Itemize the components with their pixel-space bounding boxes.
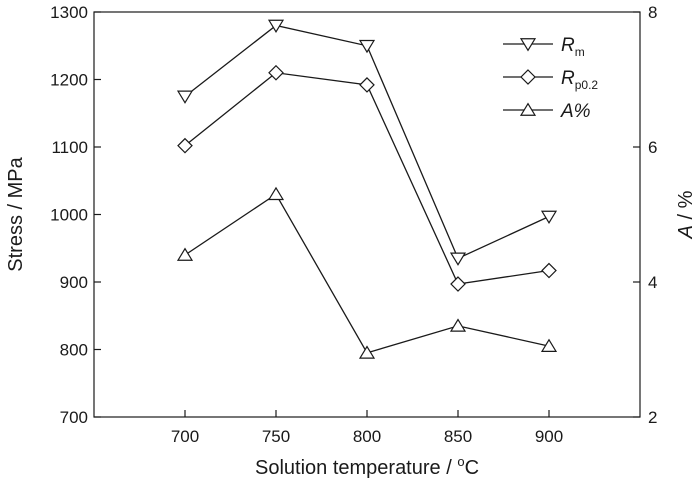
legend-label: Rm <box>561 35 585 59</box>
x-axis-title: Solution temperature / oC <box>255 454 479 479</box>
legend-item: Rm <box>503 35 585 59</box>
y-right-tick-label: 6 <box>648 138 657 157</box>
x-tick-label: 750 <box>262 427 290 446</box>
data-point <box>358 39 376 54</box>
legend-item: Rp0.2 <box>503 68 598 92</box>
data-point <box>267 186 285 201</box>
y-right-tick-label: 2 <box>648 408 657 427</box>
series-line <box>184 193 550 354</box>
y-axis-left-title: Stress / MPa <box>5 156 27 271</box>
series-Rp0.2 <box>177 64 557 292</box>
legend-marker <box>519 38 537 52</box>
y-left-tick-label: 800 <box>60 341 88 360</box>
x-tick-label: 700 <box>171 427 199 446</box>
data-point <box>541 262 557 279</box>
legend-label: A% <box>560 101 591 122</box>
data-point <box>449 252 467 266</box>
data-point <box>540 210 558 224</box>
data-point <box>449 318 467 332</box>
legend: Rm Rp0.2 A% <box>503 35 598 122</box>
y-right-tick-label: 4 <box>648 273 657 292</box>
data-point <box>268 64 284 81</box>
axis-ticks: 700 750 800 850 900 700 800 900 1000 1100 1200 1300… <box>50 3 657 446</box>
x-tick-label: 800 <box>353 427 381 446</box>
data-point <box>267 19 285 33</box>
data-point <box>359 77 375 93</box>
series-line <box>184 72 550 285</box>
legend-item: A% <box>503 101 591 122</box>
data-point <box>177 137 193 154</box>
series-Rm <box>176 19 558 266</box>
x-tick-label: 850 <box>444 427 472 446</box>
y-left-tick-label: 900 <box>60 273 88 292</box>
y-left-tick-label: 1000 <box>50 206 88 225</box>
series-A% <box>176 186 558 359</box>
x-tick-label: 900 <box>535 427 563 446</box>
data-point <box>450 276 466 292</box>
y-right-tick-label: 8 <box>648 3 657 22</box>
data-point <box>176 90 194 104</box>
data-point <box>176 247 194 261</box>
series-group <box>176 19 558 359</box>
y-left-tick-label: 1200 <box>50 71 88 90</box>
legend-marker <box>519 102 537 116</box>
y-left-tick-label: 700 <box>60 408 88 427</box>
y-axis-right-title: A / % <box>675 190 697 239</box>
legend-marker <box>520 69 536 85</box>
legend-label: Rp0.2 <box>561 68 598 92</box>
data-point <box>358 345 376 359</box>
y-left-tick-label: 1100 <box>51 138 88 157</box>
y-left-tick-label: 1300 <box>50 3 88 22</box>
series-line <box>184 24 550 260</box>
data-point <box>540 338 558 352</box>
